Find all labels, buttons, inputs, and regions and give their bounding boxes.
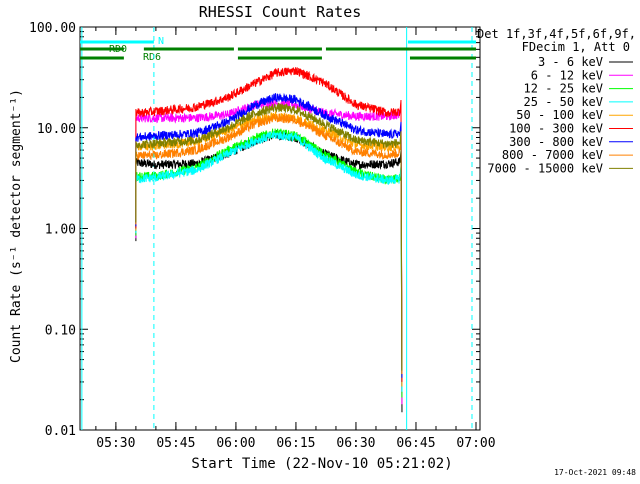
series-line-7 [135, 92, 403, 378]
legend-label-3: 12 - 25 keV [524, 82, 603, 96]
flag-bars-layer [80, 27, 476, 430]
rd6-flag-label: RD6 [143, 52, 161, 63]
legend-header-line-1: Det 1f,3f,4f,5f,6f,9f, [477, 27, 636, 41]
x-tick-label: 05:45 [156, 436, 195, 451]
night-flag-label: N [158, 36, 164, 47]
series-line-9 [135, 102, 403, 371]
series-line-6 [135, 67, 403, 382]
x-tick-label: 05:30 [96, 436, 135, 451]
y-axis-label: Count Rate (s⁻¹ detector segment⁻¹) [9, 89, 24, 363]
x-tick-label: 07:00 [456, 436, 495, 451]
chart-title: RHESSI Count Rates [199, 3, 362, 21]
y-tick-label: 0.10 [45, 323, 76, 338]
x-tick-label: 06:00 [216, 436, 255, 451]
x-tick-label: 06:30 [336, 436, 375, 451]
series-line-5 [135, 110, 403, 387]
x-tick-label: 06:15 [276, 436, 315, 451]
legend-label-7: 300 - 800 keV [509, 135, 603, 149]
timestamp: 17-Oct-2021 09:48 [554, 468, 636, 477]
series-line-8 [135, 113, 403, 374]
x-tick-label: 06:45 [396, 436, 435, 451]
legend-label-4: 25 - 50 keV [524, 95, 603, 109]
legend-header-line-2: FDecim 1, Att 0 [522, 40, 630, 54]
y-tick-label: 1.00 [45, 223, 76, 238]
series-layer [135, 67, 403, 413]
legend-label-8: 800 - 7000 keV [502, 148, 603, 162]
series-line-4 [135, 130, 403, 392]
axes-layer: 0.01 0.10 1.00 10.00 100.00 05:30 05:45 06:00 06… [29, 21, 496, 451]
legend-label-2: 6 - 12 keV [531, 68, 603, 82]
legend-label-6: 100 - 300 keV [509, 122, 603, 136]
legend-label-9: 7000 - 15000 keV [487, 161, 603, 175]
y-tick-label: 0.01 [45, 424, 76, 439]
series-line-2 [135, 97, 403, 405]
legend-label-1: 3 - 6 keV [538, 55, 603, 69]
x-axis-label: Start Time (22-Nov-10 05:21:02) [191, 456, 452, 472]
y-tick-label: 100.00 [29, 21, 76, 36]
y-tick-label: 10.00 [37, 122, 76, 137]
legend-label-5: 50 - 100 keV [516, 108, 603, 122]
